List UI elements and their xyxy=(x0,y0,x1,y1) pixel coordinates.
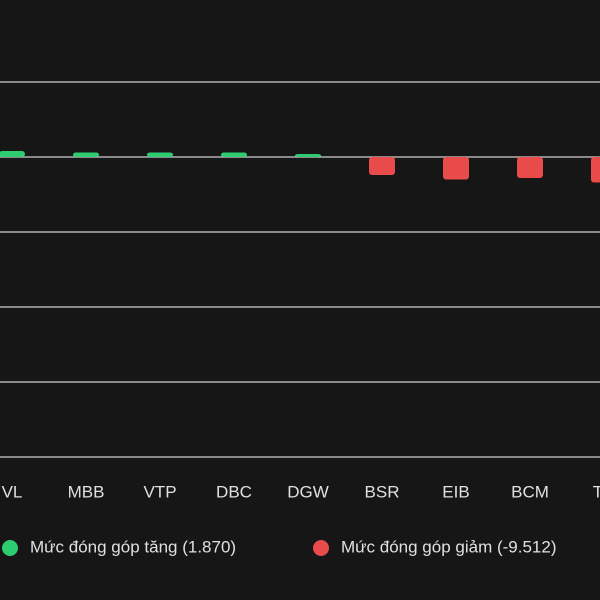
x-tick-label: BCM xyxy=(511,482,549,501)
legend-marker xyxy=(2,540,18,556)
bar xyxy=(221,152,247,157)
bar xyxy=(147,152,173,157)
bar xyxy=(443,157,469,180)
legend-marker xyxy=(313,540,329,556)
x-tick-label: BSR xyxy=(365,482,400,501)
x-tick-label: TC xyxy=(593,482,600,501)
x-tick-label: VTP xyxy=(143,482,176,501)
x-tick-label: EIB xyxy=(442,482,469,501)
bar xyxy=(73,152,99,157)
legend-label: Mức đóng góp giảm (-9.512) xyxy=(341,537,557,556)
bar xyxy=(369,157,395,175)
bar xyxy=(295,154,321,157)
bar xyxy=(0,151,25,157)
x-tick-label: VL xyxy=(2,482,23,501)
legend-label: Mức đóng góp tăng (1.870) xyxy=(30,537,236,556)
x-tick-label: MBB xyxy=(68,482,105,501)
bar xyxy=(517,157,543,178)
x-tick-label: DBC xyxy=(216,482,252,501)
bar xyxy=(591,157,600,183)
x-tick-label: DGW xyxy=(287,482,329,501)
